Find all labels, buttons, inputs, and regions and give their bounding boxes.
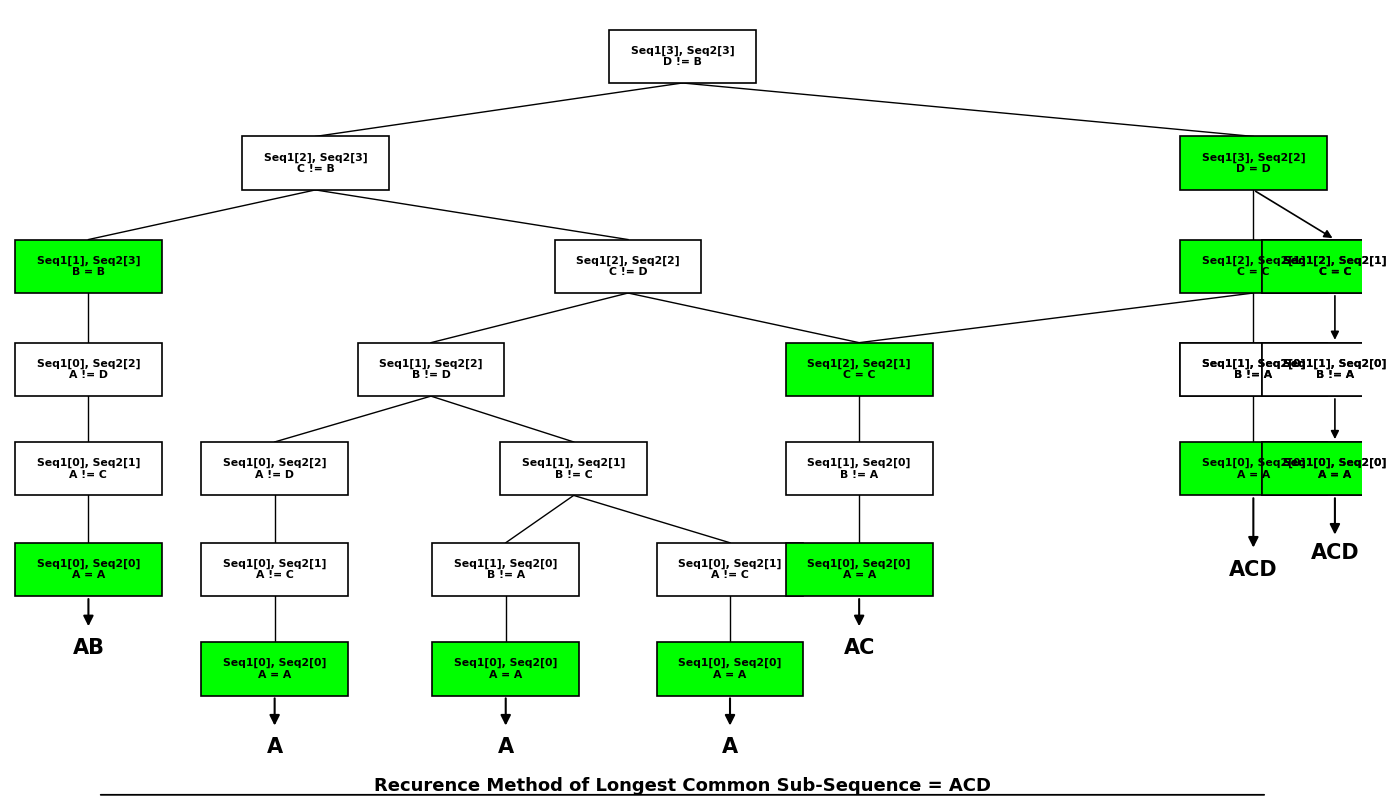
- Text: Seq1[2], Seq2[1]
C = C: Seq1[2], Seq2[1] C = C: [1283, 255, 1387, 278]
- Text: Seq1[1], Seq2[0]
B != A: Seq1[1], Seq2[0] B != A: [808, 458, 911, 480]
- Text: ACD: ACD: [1310, 542, 1359, 562]
- Text: A: A: [266, 738, 283, 758]
- Text: Seq1[1], Seq2[3]
B = B: Seq1[1], Seq2[3] B = B: [36, 255, 140, 278]
- Text: AB: AB: [73, 638, 105, 658]
- Text: Seq1[1], Seq2[0]
B != A: Seq1[1], Seq2[0] B != A: [1283, 358, 1387, 380]
- Text: Seq1[2], Seq2[2]
C != D: Seq1[2], Seq2[2] C != D: [576, 255, 679, 278]
- FancyBboxPatch shape: [432, 542, 579, 596]
- FancyBboxPatch shape: [657, 542, 804, 596]
- Text: Seq1[1], Seq2[0]
B != A: Seq1[1], Seq2[0] B != A: [453, 558, 558, 581]
- Text: ACD: ACD: [1229, 559, 1278, 579]
- Text: Seq1[0], Seq2[1]
A != C: Seq1[0], Seq2[1] A != C: [678, 558, 781, 581]
- Text: Seq1[0], Seq2[0]
A = A: Seq1[0], Seq2[0] A = A: [1283, 458, 1387, 480]
- FancyBboxPatch shape: [657, 642, 804, 695]
- FancyBboxPatch shape: [1180, 342, 1327, 396]
- FancyBboxPatch shape: [1261, 442, 1395, 495]
- Text: Seq1[1], Seq2[0]
B != A: Seq1[1], Seq2[0] B != A: [1283, 358, 1387, 380]
- Text: Recurence Method of Longest Common Sub-Sequence = ACD: Recurence Method of Longest Common Sub-S…: [374, 777, 990, 794]
- FancyBboxPatch shape: [1180, 442, 1327, 495]
- Text: Seq1[1], Seq2[2]
B != D: Seq1[1], Seq2[2] B != D: [379, 358, 483, 380]
- Text: Seq1[2], Seq2[1]
C = C: Seq1[2], Seq2[1] C = C: [1201, 255, 1306, 278]
- FancyBboxPatch shape: [501, 442, 647, 495]
- Text: Seq1[0], Seq2[2]
A != D: Seq1[0], Seq2[2] A != D: [223, 458, 326, 480]
- FancyBboxPatch shape: [201, 542, 347, 596]
- Text: Seq1[0], Seq2[2]
A != D: Seq1[0], Seq2[2] A != D: [36, 358, 140, 380]
- FancyBboxPatch shape: [1180, 239, 1327, 293]
- FancyBboxPatch shape: [1261, 442, 1395, 495]
- FancyBboxPatch shape: [785, 442, 932, 495]
- FancyBboxPatch shape: [201, 442, 347, 495]
- Text: Seq1[0], Seq2[0]
A = A: Seq1[0], Seq2[0] A = A: [808, 558, 911, 581]
- Text: AC: AC: [844, 638, 875, 658]
- FancyBboxPatch shape: [1180, 137, 1327, 190]
- Text: Seq1[2], Seq2[1]
C = C: Seq1[2], Seq2[1] C = C: [808, 358, 911, 380]
- FancyBboxPatch shape: [201, 642, 347, 695]
- Text: A: A: [498, 738, 513, 758]
- FancyBboxPatch shape: [785, 342, 932, 396]
- Text: A: A: [723, 738, 738, 758]
- Text: Seq1[0], Seq2[0]
A = A: Seq1[0], Seq2[0] A = A: [223, 658, 326, 680]
- Text: Seq1[1], Seq2[0]
B != A: Seq1[1], Seq2[0] B != A: [1201, 358, 1306, 380]
- Text: Seq1[0], Seq2[0]
A = A: Seq1[0], Seq2[0] A = A: [453, 658, 558, 680]
- FancyBboxPatch shape: [1261, 239, 1395, 293]
- Text: Seq1[0], Seq2[1]
A != C: Seq1[0], Seq2[1] A != C: [36, 458, 140, 480]
- Text: Seq1[0], Seq2[0]
A = A: Seq1[0], Seq2[0] A = A: [36, 558, 140, 581]
- Text: Seq1[3], Seq2[3]
D != B: Seq1[3], Seq2[3] D != B: [631, 46, 734, 67]
- FancyBboxPatch shape: [241, 137, 389, 190]
- Text: Seq1[0], Seq2[1]
A != C: Seq1[0], Seq2[1] A != C: [223, 558, 326, 581]
- FancyBboxPatch shape: [15, 542, 162, 596]
- FancyBboxPatch shape: [15, 342, 162, 396]
- Text: Seq1[0], Seq2[0]
A = A: Seq1[0], Seq2[0] A = A: [1201, 458, 1306, 480]
- Text: Seq1[2], Seq2[1]
C = C: Seq1[2], Seq2[1] C = C: [1283, 255, 1387, 278]
- Text: Seq1[1], Seq2[0]
B != A: Seq1[1], Seq2[0] B != A: [1201, 358, 1306, 380]
- FancyBboxPatch shape: [555, 239, 702, 293]
- FancyBboxPatch shape: [1180, 342, 1327, 396]
- FancyBboxPatch shape: [1261, 342, 1395, 396]
- FancyBboxPatch shape: [610, 30, 756, 83]
- Text: Seq1[2], Seq2[3]
C != B: Seq1[2], Seq2[3] C != B: [264, 152, 367, 174]
- FancyBboxPatch shape: [1261, 239, 1395, 293]
- FancyBboxPatch shape: [15, 442, 162, 495]
- FancyBboxPatch shape: [785, 542, 932, 596]
- Text: Seq1[3], Seq2[2]
D = D: Seq1[3], Seq2[2] D = D: [1201, 152, 1306, 174]
- Text: Seq1[1], Seq2[1]
B != C: Seq1[1], Seq2[1] B != C: [522, 458, 625, 480]
- FancyBboxPatch shape: [15, 239, 162, 293]
- FancyBboxPatch shape: [432, 642, 579, 695]
- Text: Seq1[0], Seq2[0]
A = A: Seq1[0], Seq2[0] A = A: [678, 658, 781, 680]
- Text: Seq1[0], Seq2[0]
A = A: Seq1[0], Seq2[0] A = A: [1283, 458, 1387, 480]
- FancyBboxPatch shape: [357, 342, 505, 396]
- FancyBboxPatch shape: [1261, 342, 1395, 396]
